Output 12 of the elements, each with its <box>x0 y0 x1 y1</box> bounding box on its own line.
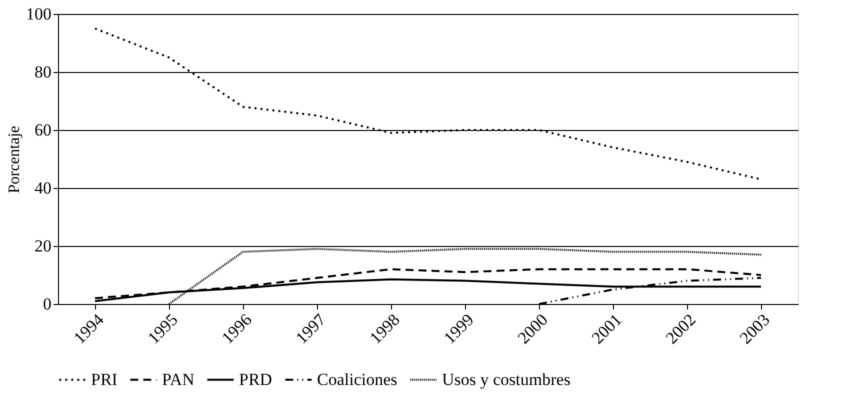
y-tick-label: 80 <box>34 62 52 82</box>
legend-label: PRI <box>91 370 118 389</box>
y-tick-label: 0 <box>43 294 52 314</box>
legend-label: Usos y costumbres <box>442 370 570 389</box>
legend-label: PAN <box>162 370 194 389</box>
y-axis-title: Porcentaje <box>6 126 23 194</box>
y-tick-label: 60 <box>34 120 52 140</box>
y-tick-label: 100 <box>26 4 52 24</box>
y-tick-label: 40 <box>34 178 52 198</box>
legend-label: PRD <box>239 370 272 389</box>
legend-label: Coaliciones <box>317 370 398 389</box>
y-tick-label: 20 <box>34 236 52 256</box>
